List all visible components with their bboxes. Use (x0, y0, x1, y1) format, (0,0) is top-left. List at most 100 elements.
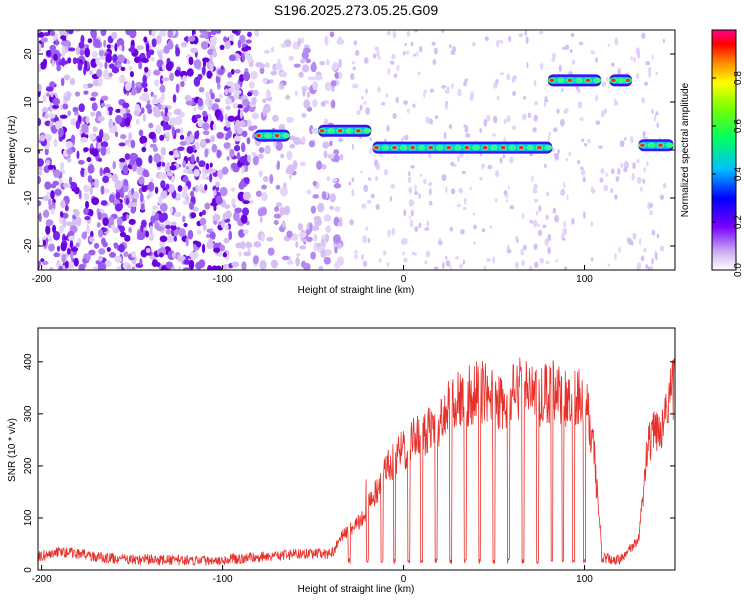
spectrogram-speckle (219, 44, 225, 51)
spectrogram-speckle (425, 250, 431, 258)
spectrogram-speckle (214, 98, 221, 103)
spectrogram-speckle (232, 203, 236, 209)
spectrogram-speckle (558, 64, 562, 73)
spectrogram-speckle (545, 260, 550, 265)
spectrogram-x-ticks: -200 -100 0 100 (32, 265, 593, 285)
spectrogram-speckle (64, 204, 69, 212)
spectrogram-speckle (258, 147, 265, 154)
spectrogram-speckle (444, 103, 449, 110)
spectrogram-speckle (457, 88, 462, 97)
spectrogram-speckle (363, 100, 367, 106)
spectrogram-speckle (238, 251, 242, 257)
spectrogram-speckle (306, 236, 313, 243)
spectrogram-speckle (428, 188, 432, 196)
spectrogram-speckle (601, 81, 607, 88)
spectrogram-speckle (526, 61, 529, 69)
spectrogram-speckle (50, 190, 55, 200)
spectrogram-ridge-core (374, 144, 551, 152)
spectrogram-speckle (323, 150, 328, 159)
spectrogram-speckle (246, 137, 251, 145)
spectrogram-speckle (90, 30, 97, 37)
spectrogram-speckle (299, 245, 307, 250)
spectrogram-speckle (124, 234, 131, 242)
spectrogram-speckle (662, 38, 666, 43)
spectrogram-speckle (157, 196, 163, 206)
spectrogram-speckle (67, 30, 74, 35)
spectrogram-speckle (562, 227, 568, 236)
spectrogram-speckle (262, 98, 267, 104)
spectrogram-speckle (96, 68, 103, 78)
spectrogram-speckle (651, 109, 654, 115)
spectrogram-speckle (577, 159, 581, 165)
spectrogram-speckle (483, 163, 486, 169)
spectrogram-speckle (252, 255, 259, 265)
spectrogram-speckle (506, 115, 511, 123)
spectrogram-speckle (243, 177, 250, 184)
spectrogram-speckle (636, 72, 640, 80)
spectrogram-speckle (58, 118, 63, 128)
spectrogram-speckle (275, 202, 283, 208)
spectrogram-speckle (563, 220, 567, 228)
spectrogram-speckle (334, 71, 340, 79)
spectrogram-speckle (423, 91, 426, 99)
spectrogram-speckle (44, 112, 49, 120)
spectrogram-ridge-peak (593, 77, 602, 84)
spectrogram-speckle (614, 252, 617, 261)
spectrogram-speckle (213, 205, 217, 211)
spectrogram-speckle (301, 113, 307, 118)
spectrogram-speckle (180, 127, 184, 135)
spectrogram-speckle (338, 71, 343, 79)
spectrogram-speckle (280, 82, 284, 90)
spectrogram-speckle (299, 161, 306, 167)
spectrogram-speckle (129, 152, 137, 162)
spectrogram-speckle (403, 257, 408, 263)
spectrogram-speckle (514, 76, 517, 82)
spectrogram-speckle (187, 229, 194, 240)
spectrogram-speckle (97, 228, 104, 238)
spectrogram-speckle (571, 217, 575, 225)
spectrogram-speckle (131, 266, 136, 270)
spectrogram-speckle (156, 35, 162, 45)
spectrogram-speckle (241, 52, 245, 63)
spectrogram-speckle (87, 175, 93, 183)
spectrogram-speckle (122, 102, 130, 109)
spectrogram-speckle (350, 72, 355, 81)
spectrogram-speckle (239, 109, 243, 120)
spectrogram-speckle (125, 214, 130, 219)
spectrogram-speckle (580, 169, 586, 176)
spectrogram-speckle (67, 57, 72, 64)
spectrogram-speckle (210, 135, 216, 143)
spectrogram-speckle (637, 262, 642, 270)
spectrogram-speckle (201, 243, 206, 254)
spectrogram-speckle (553, 152, 558, 158)
spectrogram-speckle (286, 116, 294, 124)
spectrogram-speckle (280, 186, 288, 197)
spectrogram-speckle (78, 189, 82, 200)
spectrogram-speckle (131, 202, 138, 208)
snr-y-tick-label: 200 (23, 457, 34, 474)
spectrogram-speckle (392, 113, 397, 120)
spectrogram-speckle (223, 36, 228, 43)
spectrogram-speckle (224, 40, 231, 50)
colorbar-label: Normalized spectral amplitude (680, 82, 691, 217)
spectrogram-speckle (186, 68, 194, 77)
spectrogram-speckle (208, 99, 213, 106)
spectrogram-speckle (198, 160, 206, 168)
spectrogram-speckle (312, 180, 318, 187)
spectrogram-speckle (563, 266, 568, 270)
spectrogram-speckle (459, 263, 463, 269)
spectrogram-ridge-peak (616, 77, 625, 84)
spectrogram-speckle (554, 214, 559, 223)
spectrogram-ridge-peak (647, 142, 656, 148)
spectrogram-speckle (557, 149, 560, 154)
spectrogram-speckle (258, 170, 263, 178)
spectrogram-speckle (73, 257, 79, 267)
spectrogram-speckle (250, 70, 258, 80)
spectrogram-speckle (108, 216, 115, 223)
spectrogram-speckle (211, 103, 220, 112)
spectrogram-speckle (418, 193, 421, 199)
spectrogram-speckle (444, 88, 450, 94)
spectrogram-x-tick-label: 100 (576, 274, 593, 285)
spectrogram-speckle (158, 213, 166, 223)
spectrogram-y-tick-label: 20 (23, 48, 34, 60)
